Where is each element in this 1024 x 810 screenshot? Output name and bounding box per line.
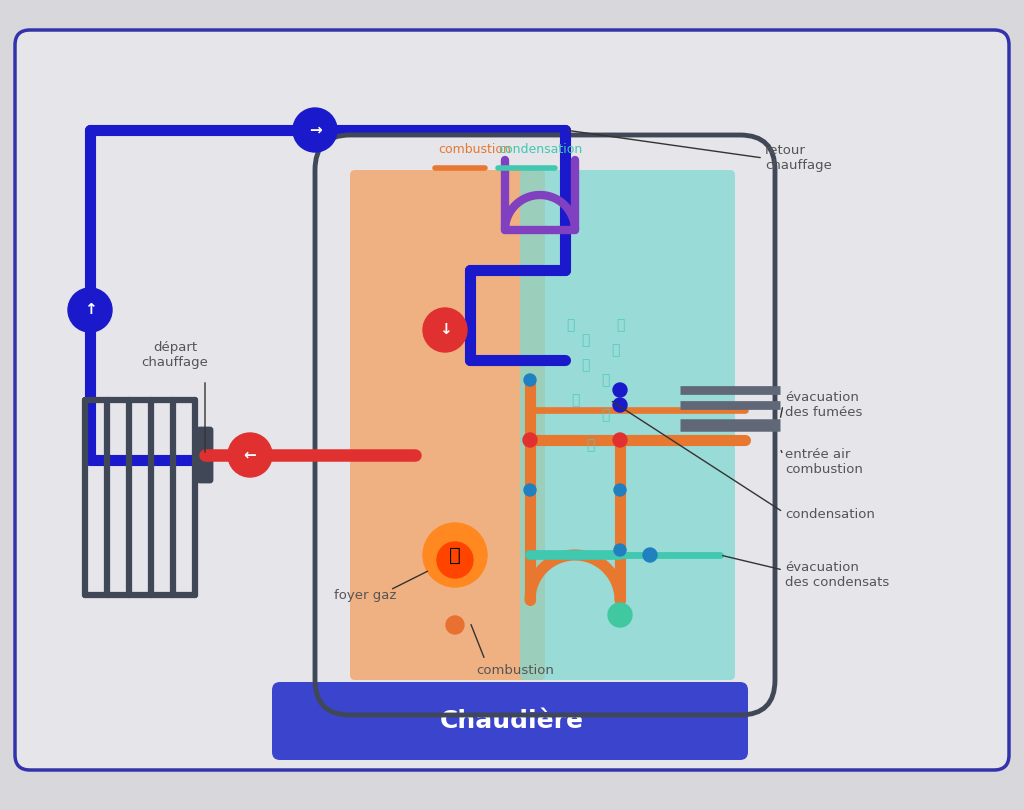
Text: ←: ←: [244, 447, 256, 463]
Text: 🔥: 🔥: [450, 545, 461, 565]
Circle shape: [423, 308, 467, 352]
Circle shape: [423, 523, 487, 587]
Text: Chaudière: Chaudière: [440, 709, 584, 733]
FancyBboxPatch shape: [15, 30, 1009, 770]
Text: évacuation
des condensats: évacuation des condensats: [785, 561, 889, 589]
Text: ↓: ↓: [438, 322, 452, 338]
Circle shape: [523, 433, 537, 447]
Circle shape: [437, 542, 473, 578]
Circle shape: [228, 433, 272, 477]
Text: condensation: condensation: [785, 509, 874, 522]
Text: 💧: 💧: [566, 318, 574, 332]
Text: condensation: condensation: [498, 143, 583, 156]
FancyBboxPatch shape: [520, 170, 735, 680]
FancyBboxPatch shape: [350, 170, 545, 680]
Circle shape: [613, 383, 627, 397]
Text: départ
chauffage: départ chauffage: [141, 341, 209, 369]
Text: entrée air
combustion: entrée air combustion: [785, 448, 863, 476]
Circle shape: [613, 433, 627, 447]
Circle shape: [613, 398, 627, 412]
Circle shape: [524, 374, 536, 386]
Text: foyer gaz: foyer gaz: [334, 589, 396, 602]
Circle shape: [643, 548, 657, 562]
Text: 💧: 💧: [586, 438, 594, 452]
Text: 💧: 💧: [610, 343, 620, 357]
Text: évacuation
des fumées: évacuation des fumées: [785, 391, 862, 419]
Text: 💧: 💧: [601, 408, 609, 422]
Text: 💧: 💧: [581, 358, 589, 372]
Text: ↑: ↑: [84, 302, 96, 318]
FancyBboxPatch shape: [272, 682, 748, 760]
Text: combustion: combustion: [438, 143, 511, 156]
Circle shape: [608, 603, 632, 627]
Circle shape: [614, 544, 626, 556]
Text: retour
chauffage: retour chauffage: [765, 144, 831, 172]
Text: combustion: combustion: [476, 663, 554, 676]
Text: 💧: 💧: [601, 373, 609, 387]
Text: 💧: 💧: [581, 333, 589, 347]
Circle shape: [614, 484, 626, 496]
FancyBboxPatch shape: [198, 428, 212, 482]
Circle shape: [68, 288, 112, 332]
Text: 💧: 💧: [615, 318, 625, 332]
Circle shape: [446, 616, 464, 634]
Circle shape: [524, 484, 536, 496]
Text: 💧: 💧: [570, 393, 580, 407]
Circle shape: [293, 108, 337, 152]
Text: →: →: [308, 122, 322, 138]
